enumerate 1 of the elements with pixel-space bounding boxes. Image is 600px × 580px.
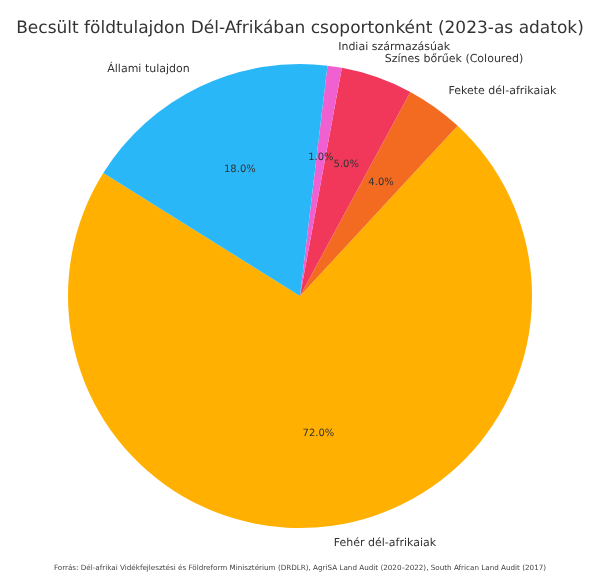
chart-title: Becsült földtulajdon Dél-Afrikában csoportonként (2023-as adatok) <box>16 19 584 39</box>
